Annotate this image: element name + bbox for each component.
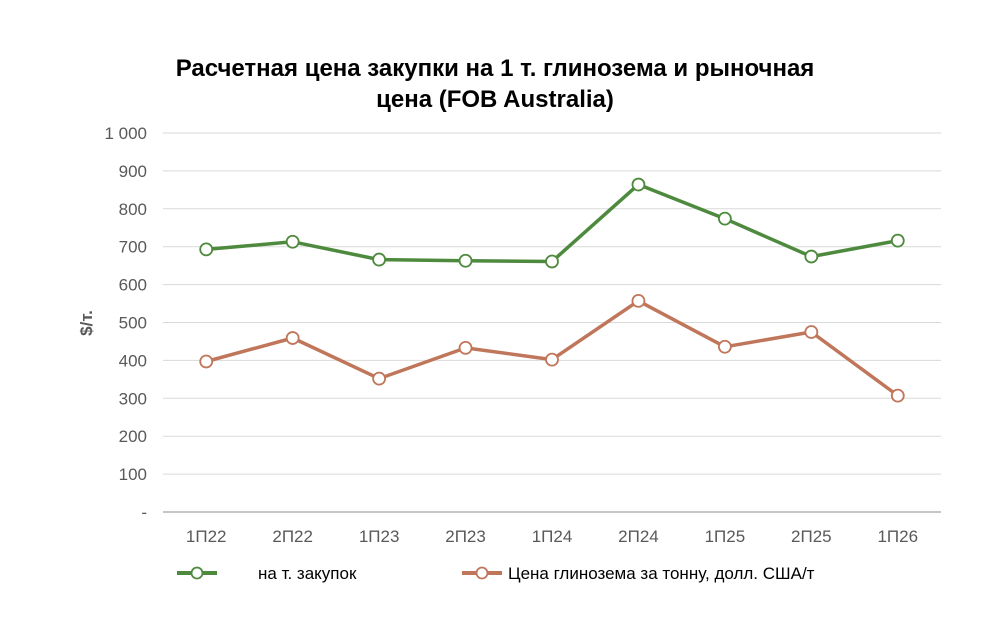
y-tick-label: 700 [119,238,147,257]
y-tick-label: 100 [119,465,147,484]
gridlines [163,132,941,475]
data-point [890,233,905,248]
legend-marker-series-2 [475,566,489,580]
x-tick-label: 2П24 [618,527,659,546]
data-point [631,293,646,308]
x-tick-label: 1П24 [532,527,573,546]
data-point [372,252,387,267]
y-tick-label: 200 [119,427,147,446]
legend-label-series-1: на т. закупок [258,564,357,583]
legend-marker-series-1 [190,566,204,580]
x-axis-ticks: 1П22 2П22 1П23 2П23 1П24 2П24 1П25 2П25 1П26 [186,527,918,546]
y-tick-label: 400 [119,351,147,370]
data-point [285,331,300,345]
y-tick-label: 300 [119,389,147,408]
y-axis-label: $/т. [77,310,96,336]
y-tick-label: 800 [119,200,147,219]
x-tick-label: 1П25 [705,527,746,546]
x-tick-label: 2П23 [445,527,486,546]
data-point [631,177,646,192]
data-point [545,254,559,269]
data-point [199,354,214,369]
x-tick-label: 2П22 [272,527,313,546]
series-line-1 [206,182,899,264]
data-point [545,352,559,367]
data-point [372,371,387,386]
legend-label-series-2: Цена глинозема за тонну, долл. США/т [508,564,815,583]
y-tick-label: 900 [119,162,147,181]
x-tick-label: 1П22 [186,527,227,546]
x-tick-label: 1П23 [359,527,400,546]
series-group [199,177,905,403]
y-tick-label: 600 [119,276,147,295]
chart-title-line2: цена (FOB Australia) [376,86,614,113]
y-tick-label: - [141,503,147,522]
data-point [804,325,819,339]
data-point [285,234,300,249]
x-tick-label: 1П26 [877,527,918,546]
data-point [458,253,473,268]
legend: на т. закупок Цена глинозема за тонну, д… [177,564,815,583]
data-point [458,340,473,355]
y-tick-label: 1 000 [104,124,147,143]
data-point [804,249,819,264]
y-tick-label: 500 [119,314,147,333]
x-tick-label: 2П25 [791,527,832,546]
chart-title-line1: Расчетная цена закупки на 1 т. глинозема… [176,55,815,82]
data-point [717,211,732,226]
data-point [717,339,732,354]
data-point [199,242,214,257]
series-line-2 [205,299,899,398]
y-axis-ticks: - 100 200 300 400 500 600 700 800 900 1 000 [104,124,147,522]
data-point [890,388,905,403]
